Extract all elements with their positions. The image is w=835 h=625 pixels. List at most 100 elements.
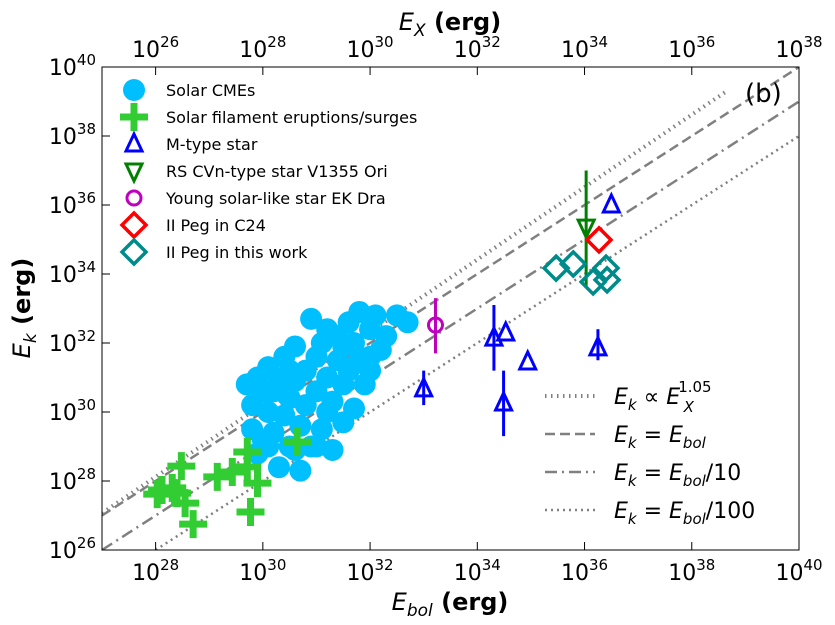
tick-base: 10 [775,38,803,63]
tick-exponent: 38 [696,556,715,574]
tick-base: 10 [454,561,482,586]
data-point [364,304,387,327]
tick-base: 10 [454,38,482,63]
data-point [218,458,247,487]
data-point [289,459,312,482]
data-point [284,335,307,358]
y-tick-label: 1030 [49,396,96,426]
x-tick-label: 1034 [454,556,501,586]
tail: /100 [706,499,755,524]
series-4 [426,298,444,354]
data-point [541,253,571,283]
data-point [342,397,365,420]
data-point [578,267,608,297]
tick-exponent: 34 [77,258,96,276]
sym: E [392,588,408,616]
tick-exponent: 32 [482,33,501,51]
tick-exponent: 34 [482,556,501,574]
tick-base: 10 [347,561,375,586]
data-point [584,225,614,255]
data-point [246,366,269,389]
data-point [179,510,208,539]
sub: k [628,472,638,490]
data-point [426,316,444,334]
x-tick-label: 1040 [775,556,822,586]
tick-exponent: 40 [803,556,822,574]
tick-base: 10 [49,470,77,495]
data-point [300,307,323,330]
line-legend-label: Ek = Ebol/100 [614,499,755,528]
top-x-tick-label: 1032 [454,33,501,63]
plot-frame [101,66,800,551]
tick-base: 10 [49,539,77,564]
line-legend-label: Ek = Ebol/10 [614,461,741,490]
x-tick-label: 1036 [561,556,608,586]
tail: /10 [706,461,741,486]
data-point [396,311,419,334]
y-tick-label: 1040 [49,51,96,81]
tick-exponent: 28 [267,33,286,51]
line-equal [102,67,799,517]
tick-exponent: 32 [375,556,394,574]
data-point [148,475,177,504]
y-tick-label: 1026 [49,534,96,564]
data-point [591,253,621,283]
tick-base: 10 [49,56,77,81]
legend-label: RS CVn-type star V1355 Ori [166,162,388,181]
data-point [283,428,312,457]
data-point [359,345,382,368]
sub: bol [407,601,433,621]
y-tick-label: 1034 [49,258,96,288]
sym: E [669,423,683,448]
y-tick-label: 1032 [49,327,96,357]
tick-exponent: 26 [160,33,179,51]
data-point [267,456,290,479]
data-point [316,401,339,423]
data-point [278,359,301,382]
legend-label: II Peg in this work [166,243,308,262]
series-6 [541,249,622,297]
series-2 [413,191,622,437]
tick-base: 10 [668,38,696,63]
tick-base: 10 [239,561,267,586]
series-5 [584,225,614,255]
unit: (erg) [433,588,509,616]
tick-exponent: 34 [589,33,608,51]
data-point [310,418,333,441]
sym: E [666,385,680,410]
legend-label: II Peg in C24 [166,216,266,235]
legend-marker [119,237,149,267]
x-tick-label: 1032 [347,556,394,586]
rel: = [637,461,669,486]
series-3 [575,170,597,288]
tick-exponent: 26 [77,534,96,552]
tick-base: 10 [49,401,77,426]
tick-base: 10 [775,561,803,586]
data-point [493,389,514,412]
data-point [587,334,609,357]
legend-marker [123,130,145,153]
tick-exponent: 38 [803,33,822,51]
top-x-tick-label: 1034 [561,33,608,63]
data-point [273,404,296,427]
top-x-tick-label: 1030 [347,33,394,63]
x-tick-label: 1038 [668,556,715,586]
top-x-tick-label: 1036 [668,33,715,63]
sub: k [628,510,638,528]
sub: k [628,396,638,414]
sub: k [21,332,41,343]
data-point [375,325,398,348]
data-point [167,452,196,481]
tick-base: 10 [132,561,160,586]
data-point [413,375,435,398]
data-point [233,452,262,481]
data-point [558,249,588,279]
legend-label: Young solar-like star EK Dra [165,189,386,208]
tick-base: 10 [561,38,589,63]
tick-exponent: 36 [589,556,608,574]
data-point [575,218,597,241]
y-tick-label: 1038 [49,120,96,150]
top-x-tick-label: 1038 [775,33,822,63]
data-point [517,348,539,371]
